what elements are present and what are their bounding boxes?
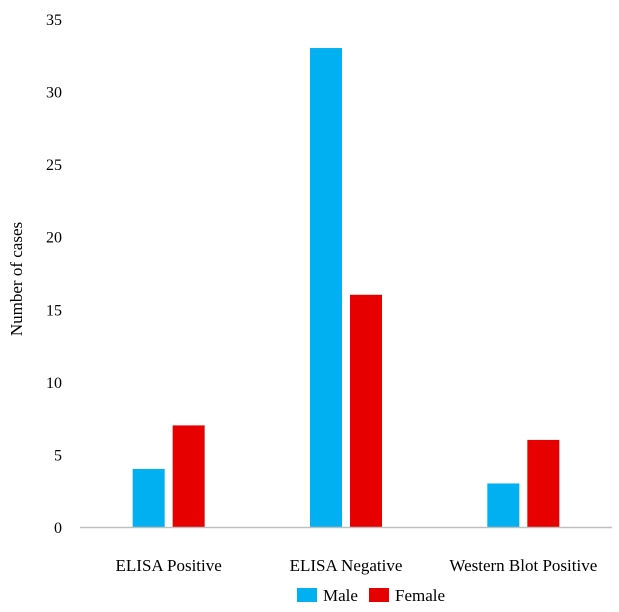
y-tick-label: 10 (46, 375, 62, 392)
y-tick-label: 15 (46, 302, 62, 319)
legend-label-female: Female (395, 586, 445, 605)
bars (132, 48, 560, 528)
bar-male-2 (310, 48, 342, 528)
bar-female-1 (172, 425, 205, 527)
y-tick-label: 30 (46, 85, 62, 102)
x-category-label: Western Blot Positive (449, 556, 597, 575)
legend-swatch-female (369, 588, 389, 602)
y-tick-label: 35 (46, 12, 62, 29)
y-tick-label: 20 (46, 230, 62, 247)
y-axis-title: Number of cases (7, 222, 26, 336)
y-tick-label: 0 (54, 520, 62, 537)
bar-male-3 (487, 483, 520, 527)
bar-female-2 (350, 294, 382, 527)
y-tick-label: 25 (46, 157, 62, 174)
x-category-label: ELISA Negative (290, 556, 403, 575)
bar-female-3 (527, 439, 560, 527)
legend-label-male: Male (323, 586, 358, 605)
y-tick-label: 5 (54, 447, 62, 464)
bar-male-1 (132, 468, 165, 527)
y-axis-ticks: 0 5 10 15 20 25 30 35 (46, 12, 62, 537)
x-axis-categories: ELISA Positive ELISA Negative Western Blot… (116, 556, 598, 575)
legend: Male Female (297, 586, 445, 605)
legend-swatch-male (297, 588, 317, 602)
x-category-label: ELISA Positive (116, 556, 222, 575)
